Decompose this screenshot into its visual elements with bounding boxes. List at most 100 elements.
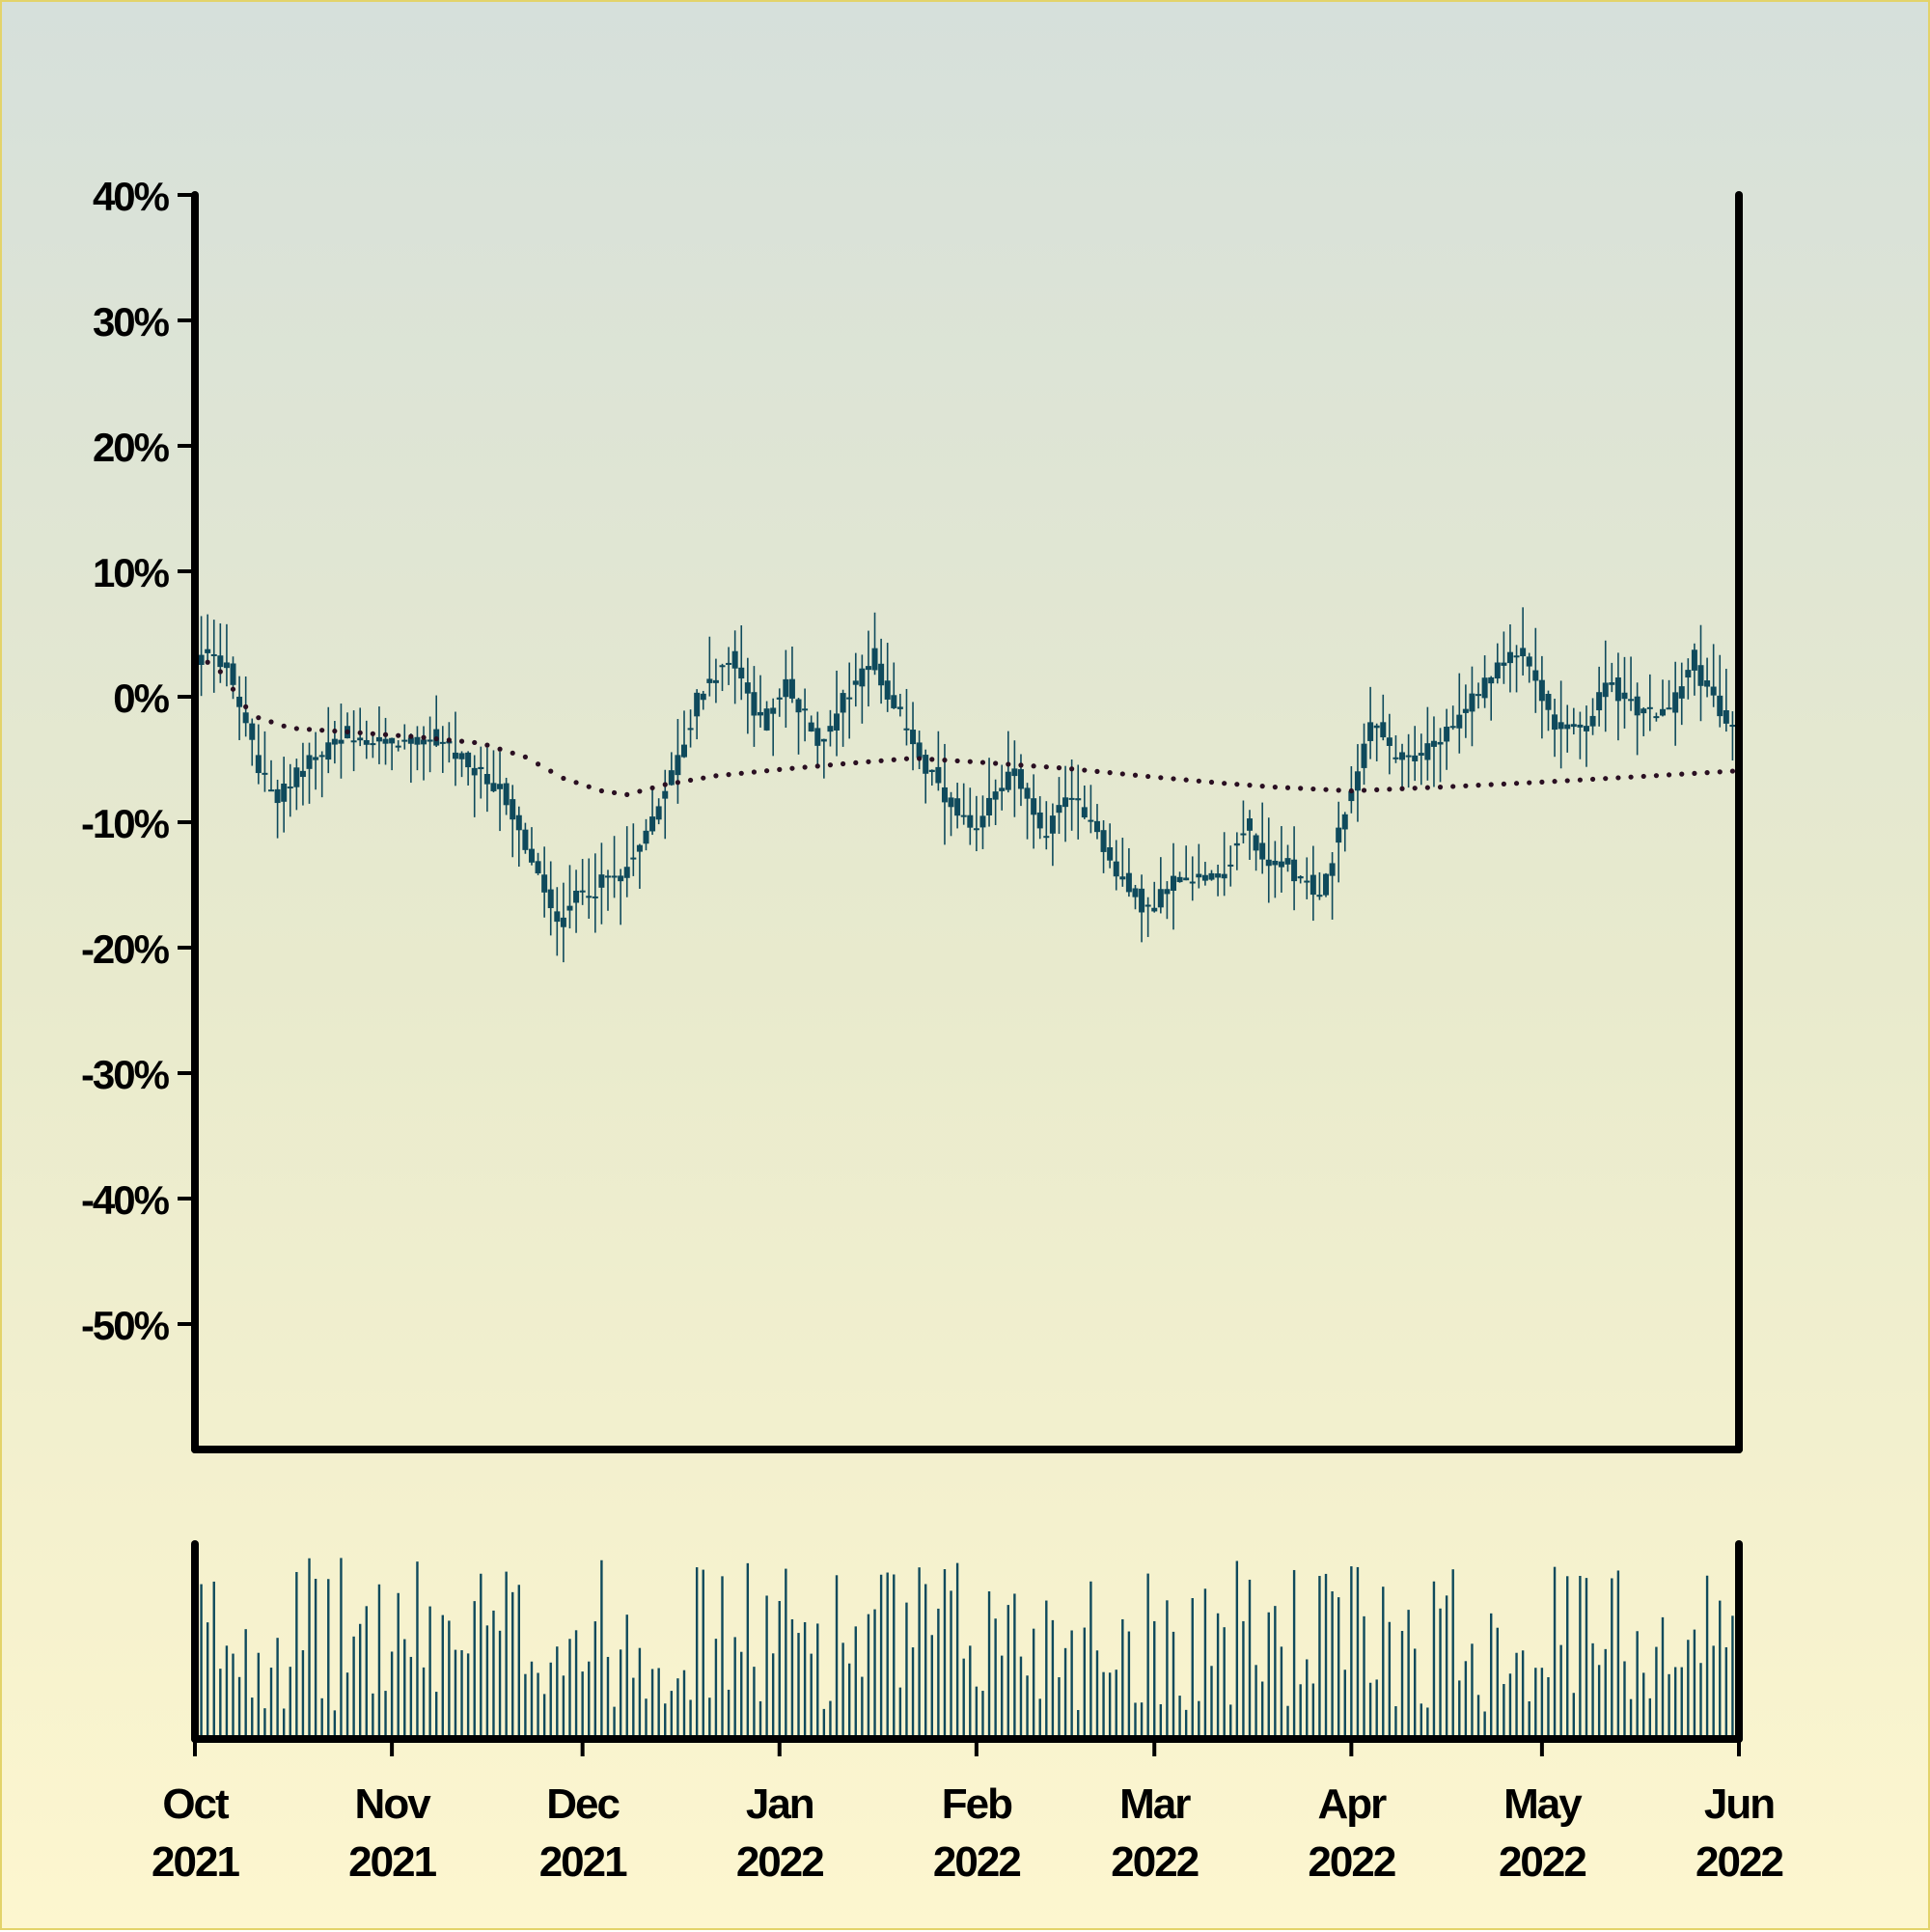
volume-bar bbox=[1051, 1619, 1055, 1739]
volume-bar bbox=[1705, 1575, 1709, 1739]
moving-average-point bbox=[1006, 761, 1011, 767]
candle-body bbox=[1418, 753, 1424, 757]
volume-bar bbox=[1070, 1630, 1073, 1739]
candle-body bbox=[1151, 907, 1158, 912]
volume-bar bbox=[689, 1699, 692, 1739]
moving-average-point bbox=[522, 754, 528, 760]
candle-body bbox=[1297, 876, 1304, 879]
moving-average-point bbox=[281, 723, 287, 729]
candle-body bbox=[1538, 679, 1545, 702]
moving-average-point bbox=[1692, 770, 1697, 776]
volume-bar bbox=[1445, 1595, 1448, 1739]
moving-average-point bbox=[1208, 779, 1215, 786]
volume-bar bbox=[829, 1700, 832, 1739]
moving-average-point bbox=[866, 759, 871, 764]
volume-bar bbox=[1077, 1709, 1080, 1739]
y-tick-label: -20% bbox=[81, 926, 170, 972]
volume-bar bbox=[308, 1558, 311, 1739]
candle-body bbox=[1176, 876, 1183, 883]
volume-bar bbox=[886, 1572, 889, 1739]
volume-bar bbox=[466, 1653, 470, 1739]
volume-bar bbox=[1559, 1644, 1562, 1739]
volume-bar bbox=[372, 1693, 374, 1739]
x-tick-label-month: Feb bbox=[942, 1780, 1012, 1828]
volume-bar bbox=[1521, 1650, 1525, 1739]
candle-body bbox=[421, 739, 427, 745]
candle-body bbox=[1164, 889, 1171, 895]
volume-bar bbox=[1001, 1655, 1004, 1739]
volume-bar bbox=[981, 1691, 984, 1739]
volume-bar bbox=[505, 1571, 508, 1739]
moving-average-point bbox=[649, 785, 655, 791]
volume-bar bbox=[511, 1591, 514, 1739]
candle-body bbox=[217, 655, 224, 668]
volume-bar bbox=[943, 1569, 947, 1739]
y-tick-label: 30% bbox=[93, 299, 170, 345]
candle-body bbox=[1316, 895, 1323, 897]
moving-average-point bbox=[396, 732, 401, 738]
x-tick-label-year: 2022 bbox=[736, 1838, 823, 1886]
candle-body bbox=[1456, 714, 1463, 729]
volume-bar bbox=[1629, 1698, 1633, 1739]
volume-bar bbox=[1680, 1667, 1683, 1739]
candle-body bbox=[331, 738, 338, 745]
candle-body bbox=[1068, 797, 1075, 800]
candle-body bbox=[1564, 724, 1571, 730]
candle-body bbox=[1272, 860, 1279, 866]
candle-body bbox=[923, 755, 929, 774]
volume-bar bbox=[1159, 1704, 1163, 1739]
candle-body bbox=[510, 799, 516, 820]
volume-bar bbox=[390, 1651, 394, 1739]
moving-average-point bbox=[1336, 787, 1341, 793]
candle-body bbox=[1075, 798, 1082, 801]
candle-body bbox=[1685, 670, 1692, 678]
moving-average-point bbox=[942, 758, 948, 763]
moving-average-point bbox=[1284, 785, 1291, 790]
candle-body bbox=[827, 726, 834, 732]
moving-average-point bbox=[853, 759, 859, 765]
volume-bar bbox=[498, 1630, 502, 1739]
moving-average-point bbox=[332, 728, 338, 734]
candle-body bbox=[223, 662, 230, 669]
volume-bar bbox=[206, 1622, 209, 1739]
volume-bar bbox=[409, 1656, 413, 1739]
candle-body bbox=[1430, 740, 1437, 747]
volume-bar bbox=[1375, 1679, 1378, 1739]
candle-body bbox=[846, 697, 853, 700]
volume-bar bbox=[454, 1649, 457, 1739]
candle-body bbox=[554, 911, 561, 923]
moving-average-point bbox=[1247, 783, 1253, 788]
candle-body bbox=[783, 678, 789, 698]
volume-bar bbox=[1464, 1661, 1468, 1739]
volume-bar bbox=[397, 1592, 400, 1739]
moving-average-point bbox=[1437, 785, 1444, 790]
volume-bar bbox=[1407, 1610, 1410, 1739]
volume-bar bbox=[1032, 1628, 1035, 1739]
volume-bar bbox=[251, 1697, 254, 1739]
moving-average-point bbox=[421, 734, 427, 740]
candle-body bbox=[636, 844, 643, 852]
moving-average-point bbox=[243, 704, 249, 710]
candle-body bbox=[1552, 714, 1558, 731]
volume-bar bbox=[975, 1686, 979, 1739]
candle-body bbox=[1672, 692, 1679, 713]
candle-body bbox=[1717, 695, 1723, 717]
moving-average-point bbox=[1361, 787, 1367, 793]
volume-bar bbox=[377, 1584, 381, 1739]
volume-bar bbox=[1515, 1652, 1518, 1739]
volume-bar bbox=[740, 1651, 743, 1739]
candle-body bbox=[313, 757, 319, 760]
volume-bar bbox=[1191, 1598, 1194, 1739]
moving-average-point bbox=[1119, 771, 1125, 777]
volume-bar bbox=[517, 1585, 521, 1739]
candle-body bbox=[630, 857, 637, 860]
moving-average-point bbox=[1387, 787, 1392, 792]
volume-bar bbox=[1540, 1668, 1544, 1739]
candle-body bbox=[414, 736, 421, 745]
candle-body bbox=[541, 874, 548, 893]
volume-bar bbox=[1013, 1593, 1016, 1739]
moving-average-point bbox=[497, 746, 503, 752]
volume-bar bbox=[721, 1576, 724, 1739]
candle-body bbox=[1144, 904, 1151, 907]
